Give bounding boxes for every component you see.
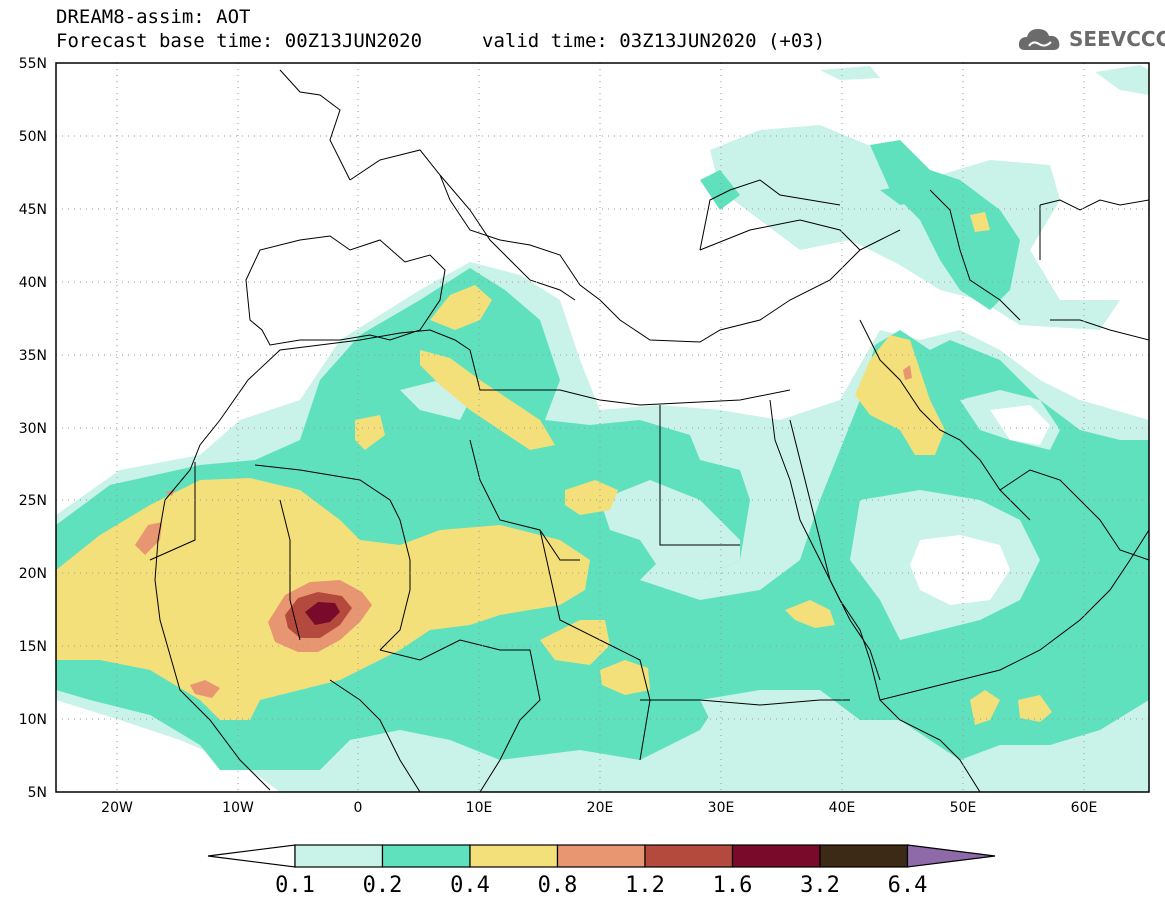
lon-label: 60E: [1071, 800, 1098, 816]
lat-label: 35N: [19, 348, 47, 364]
lon-axis: 20W 10W 0 10E 20E 30E 40E 50E 60E: [101, 800, 1097, 816]
aot-band-1.6-3.2: [305, 602, 340, 625]
lat-label: 10N: [19, 712, 47, 728]
lat-label: 25N: [19, 493, 47, 509]
colorbar: [207, 844, 996, 868]
aot-field: [56, 65, 1149, 792]
lon-label: 30E: [708, 800, 735, 816]
cloud-icon: [1018, 29, 1060, 50]
colorbar-swatch: [644, 844, 734, 868]
aot-band-below-0.1: [910, 405, 1050, 605]
colorbar-label: 6.4: [888, 873, 928, 898]
colorbar-label: 0.1: [275, 873, 315, 898]
lat-label: 40N: [19, 275, 47, 291]
colorbar-labels: 0.1 0.2 0.4 0.8 1.2 1.6 3.2 6.4: [275, 873, 927, 898]
colorbar-label: 1.2: [625, 873, 665, 898]
lat-label: 15N: [19, 639, 47, 655]
seevccc-logo: SEEVCCC: [1017, 24, 1165, 56]
forecast-base-time: Forecast base time: 00Z13JUN2020: [56, 30, 423, 52]
lat-axis: 55N 50N 45N 40N 35N 30N 25N 20N 15N 10N …: [19, 56, 47, 801]
lat-label: 20N: [19, 566, 47, 582]
lon-label: 50E: [950, 800, 977, 816]
gridlines: [56, 63, 1149, 792]
colorbar-label: 0.2: [363, 873, 403, 898]
coastlines-and-borders: [149, 69, 1149, 792]
valid-time: valid time: 03Z13JUN2020 (+03): [482, 30, 826, 52]
lat-label: 30N: [19, 421, 47, 437]
colorbar-swatch: [731, 844, 821, 868]
logo-text: SEEVCCC: [1069, 27, 1165, 51]
map-frame: [55, 62, 1150, 793]
lon-label: 20W: [101, 800, 133, 816]
colorbar-swatch: [819, 844, 909, 868]
lon-label: 10E: [466, 800, 493, 816]
colorbar-swatch: [556, 844, 646, 868]
colorbar-label: 0.4: [450, 873, 490, 898]
lon-label: 0: [354, 800, 363, 816]
colorbar-label: 1.6: [713, 873, 753, 898]
colorbar-swatch: [469, 844, 559, 868]
map-title: DREAM8-assim: AOT: [56, 6, 251, 28]
colorbar-label: 3.2: [800, 873, 840, 898]
lat-label: 45N: [19, 202, 47, 218]
colorbar-low-arrow: [207, 844, 296, 868]
lon-label: 40E: [829, 800, 856, 816]
lon-label: 20E: [587, 800, 614, 816]
lon-label: 10W: [222, 800, 254, 816]
lat-label: 50N: [19, 129, 47, 145]
colorbar-high-arrow: [906, 844, 996, 868]
lat-label: 55N: [19, 56, 47, 72]
lat-label: 5N: [28, 785, 47, 801]
colorbar-swatch: [381, 844, 471, 868]
colorbar-label: 0.8: [538, 873, 578, 898]
colorbar-swatch: [294, 844, 384, 868]
